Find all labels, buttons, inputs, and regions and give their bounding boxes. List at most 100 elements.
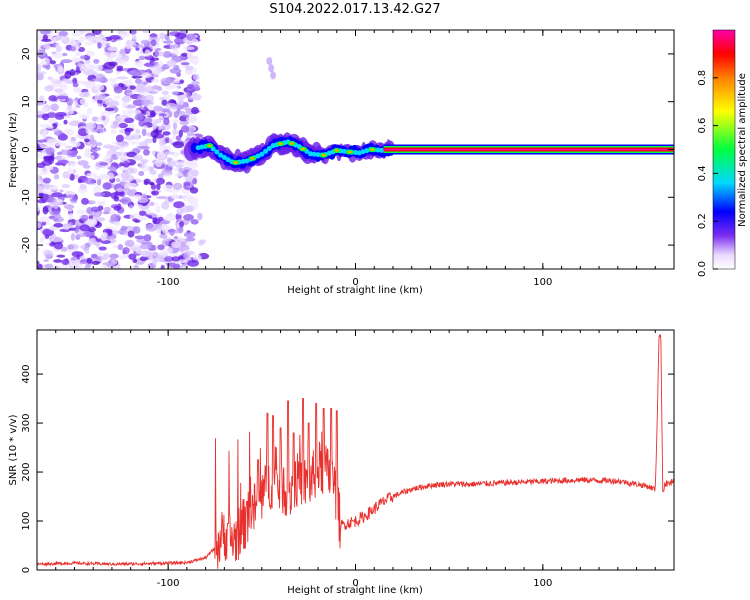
spectrogram-signal-track bbox=[183, 132, 674, 174]
noise-speckle bbox=[129, 141, 141, 145]
noise-speckle bbox=[191, 38, 199, 44]
colorbar-tick-label: 0.2 bbox=[697, 213, 708, 229]
noise-speckle bbox=[149, 201, 155, 207]
noise-speckle bbox=[159, 233, 168, 239]
colorbar-ticks: 0.0 0.2 0.4 0.6 0.8 bbox=[697, 70, 718, 277]
noise-speckle bbox=[109, 52, 117, 58]
noise-speckle bbox=[51, 192, 63, 198]
noise-speckle bbox=[104, 206, 111, 213]
noise-speckle bbox=[125, 43, 132, 50]
noise-speckle bbox=[171, 133, 177, 140]
noise-speckle bbox=[49, 78, 58, 84]
noise-speckle bbox=[70, 163, 76, 167]
noise-speckle bbox=[187, 83, 194, 89]
noise-speckle bbox=[50, 236, 63, 243]
snr-xtick-label: -100 bbox=[157, 578, 180, 589]
noise-speckle bbox=[143, 181, 149, 186]
noise-speckle bbox=[182, 46, 195, 51]
noise-speckle bbox=[66, 97, 73, 106]
noise-speckle bbox=[96, 99, 104, 104]
noise-speckle bbox=[121, 54, 129, 59]
noise-speckle bbox=[161, 90, 169, 96]
noise-speckle bbox=[141, 125, 148, 130]
noise-speckle bbox=[141, 72, 152, 79]
noise-speckle bbox=[79, 36, 85, 43]
noise-speckle bbox=[38, 216, 50, 223]
noise-speckle bbox=[179, 221, 184, 228]
noise-speckle bbox=[39, 30, 50, 35]
noise-speckle bbox=[111, 229, 118, 236]
noise-speckle bbox=[74, 259, 80, 265]
noise-speckle bbox=[62, 223, 72, 227]
spectrogram-xtick-label: -100 bbox=[157, 277, 180, 288]
spectrogram-ytick-label: -20 bbox=[21, 237, 32, 253]
noise-speckle bbox=[118, 59, 127, 65]
noise-speckle bbox=[86, 51, 96, 57]
noise-speckle bbox=[146, 110, 151, 117]
noise-speckle bbox=[191, 80, 200, 86]
track-core-hot bbox=[321, 154, 326, 157]
noise-speckle bbox=[57, 66, 64, 73]
track-core-cyan bbox=[225, 157, 231, 163]
noise-speckle bbox=[165, 102, 177, 110]
noise-speckle bbox=[150, 57, 160, 61]
noise-speckle bbox=[141, 128, 147, 137]
noise-speckle bbox=[77, 46, 86, 52]
noise-speckle bbox=[164, 151, 175, 155]
track-core-cyan bbox=[199, 144, 205, 150]
noise-speckle bbox=[134, 44, 144, 48]
noise-speckle bbox=[86, 108, 93, 115]
noise-speckle bbox=[173, 201, 185, 209]
noise-speckle bbox=[72, 58, 80, 62]
track-core-cyan bbox=[195, 145, 201, 151]
noise-speckle bbox=[118, 141, 130, 148]
noise-speckle bbox=[54, 88, 64, 93]
noise-speckle bbox=[37, 222, 42, 229]
colorbar-tick-label: 0.4 bbox=[697, 165, 708, 181]
noise-speckle bbox=[69, 173, 75, 181]
noise-speckle bbox=[37, 34, 42, 41]
colorbar-tick-label: 0.0 bbox=[697, 261, 708, 277]
noise-speckle bbox=[114, 95, 121, 100]
noise-speckle bbox=[140, 39, 150, 45]
noise-speckle bbox=[71, 251, 84, 258]
noise-speckle bbox=[59, 189, 64, 193]
track-core-cyan bbox=[266, 146, 272, 152]
noise-speckle bbox=[121, 109, 134, 117]
noise-speckle bbox=[174, 229, 180, 234]
noise-speckle bbox=[41, 113, 50, 121]
noise-speckle bbox=[173, 182, 183, 190]
noise-speckle bbox=[134, 194, 142, 199]
noise-speckle bbox=[149, 33, 158, 38]
noise-speckle bbox=[163, 174, 172, 178]
noise-speckle bbox=[117, 243, 124, 251]
noise-speckle bbox=[164, 214, 176, 222]
noise-speckle bbox=[61, 259, 70, 265]
noise-speckle bbox=[83, 91, 90, 98]
noise-speckle bbox=[39, 95, 45, 102]
noise-speckle bbox=[168, 252, 180, 257]
noise-speckle bbox=[137, 50, 144, 55]
noise-speckle bbox=[91, 30, 102, 35]
colorbar: 0.0 0.2 0.4 0.6 0.8 Normalized spectral ampl… bbox=[697, 29, 748, 277]
noise-speckle bbox=[89, 200, 96, 204]
noise-speckle bbox=[72, 99, 78, 106]
noise-speckle bbox=[90, 206, 100, 212]
noise-speckle bbox=[37, 199, 47, 204]
noise-speckle bbox=[185, 237, 196, 242]
noise-speckle bbox=[178, 129, 183, 138]
noise-speckle bbox=[98, 93, 106, 100]
noise-speckle bbox=[172, 141, 185, 149]
noise-speckle bbox=[124, 127, 134, 132]
noise-speckle bbox=[161, 99, 168, 106]
noise-speckle bbox=[187, 259, 199, 267]
noise-speckle bbox=[136, 238, 146, 244]
snr-xlabel: Height of straight line (km) bbox=[287, 585, 423, 596]
noise-speckle bbox=[193, 203, 199, 210]
noise-speckle bbox=[179, 79, 185, 84]
noise-speckle bbox=[95, 242, 101, 248]
snr-series-line bbox=[37, 333, 674, 569]
spectrogram-xtick-label: 100 bbox=[533, 277, 552, 288]
noise-speckle bbox=[113, 205, 122, 211]
noise-speckle bbox=[162, 184, 175, 192]
